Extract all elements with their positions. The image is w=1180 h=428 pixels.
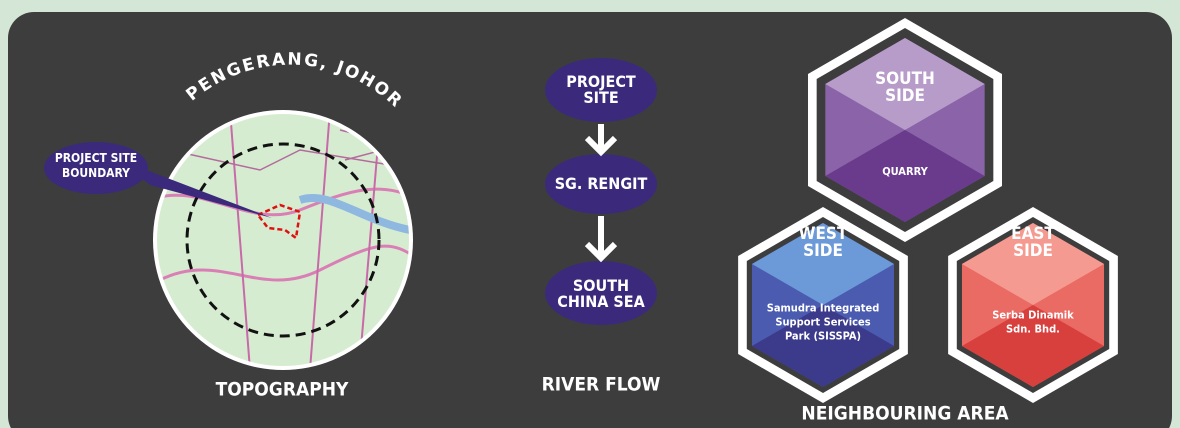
flow-step: SG. RENGIT [546,176,656,192]
flow-step: SOUTH CHINA SEA [551,278,651,310]
callout-label: PROJECT SITE BOUNDARY [51,151,141,181]
infographic: PENGERANG, JOHOR PROJECT SITE BOUNDARY T… [0,0,1180,428]
caption: NEIGHBOURING AREA [801,405,1008,424]
occupant: QUARRY [845,165,965,179]
flow-step: PROJECT SITE [561,74,641,106]
side-label: SOUTH SIDE [870,71,940,105]
side-label: WEST SIDE [788,226,858,260]
side-label: EAST SIDE [998,226,1068,260]
occupant: Serba Dinamik Sdn. Bhd. [988,308,1078,336]
caption: RIVER FLOW [542,376,661,395]
caption: TOPOGRAPHY [216,381,349,400]
occupant: Samudra Integrated Support Services Park… [763,301,883,342]
graphics: PENGERANG, JOHOR [0,0,1180,428]
